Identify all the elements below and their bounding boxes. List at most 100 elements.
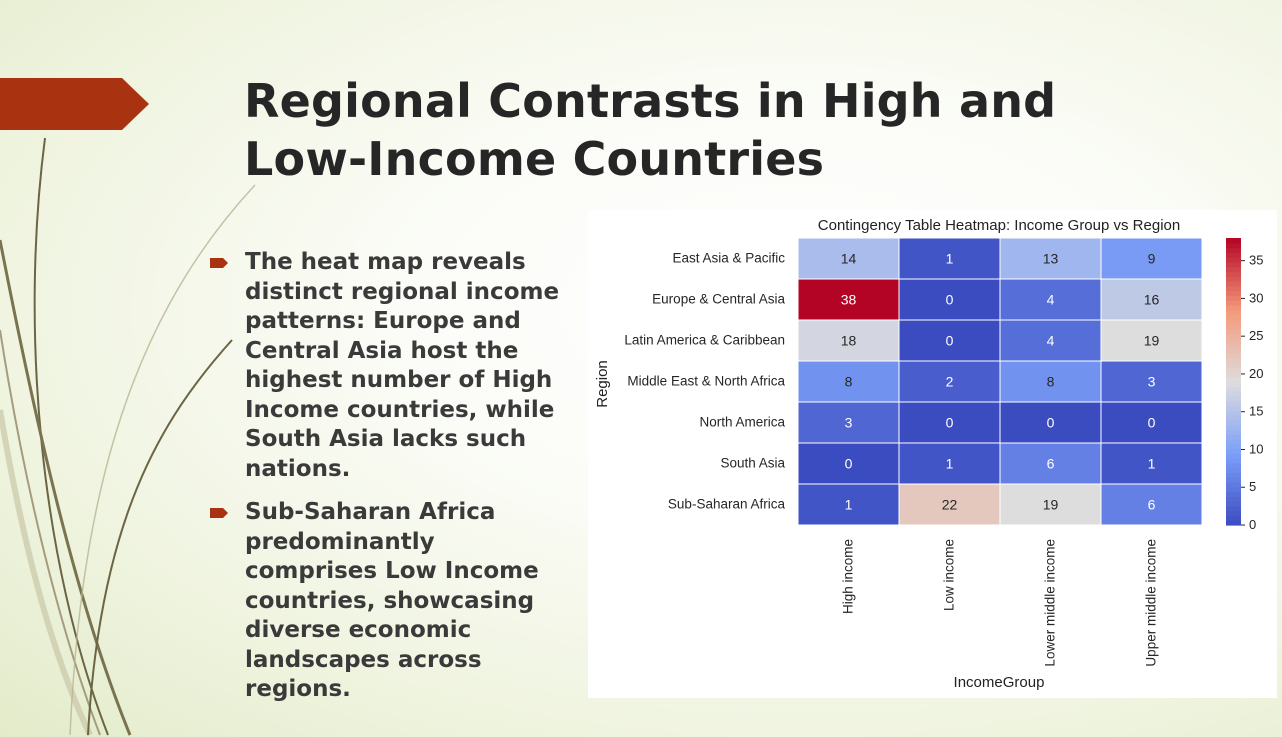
y-tick-label: South Asia	[720, 456, 785, 471]
cell-value-label: 0	[1047, 415, 1055, 431]
colorbar-segment	[1226, 491, 1241, 497]
colorbar-tick-label: 30	[1249, 290, 1263, 305]
colorbar-segment	[1226, 520, 1241, 526]
y-tick-label: Sub-Saharan Africa	[668, 497, 786, 512]
colorbar-segment	[1226, 242, 1241, 249]
colorbar-segment	[1226, 333, 1241, 340]
cell-value-label: 16	[1144, 292, 1160, 308]
colorbar-segment	[1226, 429, 1241, 435]
heatmap-cell	[999, 483, 1102, 526]
cell-value-label: 1	[946, 456, 954, 472]
colorbar-segment	[1226, 295, 1241, 301]
colorbar-tick-label: 20	[1249, 366, 1263, 381]
colorbar-segment	[1226, 352, 1241, 359]
colorbar-segment	[1226, 438, 1241, 445]
heatmap-cell	[999, 237, 1102, 280]
colorbar-segment	[1226, 328, 1241, 335]
colorbar-segment	[1226, 324, 1241, 330]
cell-value-label: 2	[946, 374, 954, 390]
x-tick-label: High income	[841, 539, 856, 614]
colorbar-tick-label: 5	[1249, 479, 1256, 494]
x-tick-label: Upper middle income	[1144, 539, 1159, 667]
y-axis-label: Region	[594, 360, 611, 408]
slide-title: Regional Contrasts in High and Low-Incom…	[244, 74, 1057, 186]
colorbar-segment	[1226, 285, 1241, 292]
x-tick-label: Low income	[942, 539, 957, 611]
cell-value-label: 0	[946, 333, 954, 349]
bullet-item: Sub-Saharan Africa predominantly compris…	[210, 498, 570, 705]
heatmap-cell	[1100, 237, 1203, 280]
colorbar-segment	[1226, 371, 1241, 378]
heatmap-cell	[1100, 442, 1203, 485]
heatmap-cell	[1100, 278, 1203, 321]
colorbar-segment	[1226, 290, 1241, 296]
colorbar-segment	[1226, 304, 1241, 311]
cell-value-label: 13	[1043, 251, 1059, 267]
cell-value-label: 14	[841, 251, 857, 267]
colorbar-segment	[1226, 410, 1241, 416]
heatmap-cell	[898, 319, 1001, 362]
colorbar-segment	[1226, 343, 1241, 349]
cell-value-label: 1	[946, 251, 954, 267]
heatmap-cell	[1100, 483, 1203, 526]
colorbar-segment	[1226, 453, 1241, 459]
cell-value-label: 18	[841, 333, 857, 349]
colorbar-segment	[1226, 391, 1241, 397]
cell-value-label: 3	[1148, 374, 1156, 390]
cell-value-label: 19	[1043, 497, 1059, 513]
colorbar-segment	[1226, 510, 1241, 517]
colorbar-segment	[1226, 266, 1241, 273]
colorbar-segment	[1226, 458, 1241, 464]
colorbar-segment	[1226, 261, 1241, 268]
colorbar-segment	[1226, 443, 1241, 450]
colorbar-segment	[1226, 414, 1241, 421]
colorbar-tick-label: 10	[1249, 441, 1263, 456]
arrow-bullet-icon	[210, 508, 228, 518]
cell-value-label: 0	[845, 456, 853, 472]
colorbar-segment	[1226, 395, 1241, 402]
bullet-text: Sub-Saharan Africa predominantly compris…	[245, 499, 539, 702]
colorbar-tick-label: 15	[1249, 404, 1263, 419]
cell-value-label: 9	[1148, 251, 1156, 267]
cell-value-label: 0	[1148, 415, 1156, 431]
cell-value-label: 4	[1047, 333, 1055, 349]
colorbar-segment	[1226, 386, 1241, 392]
colorbar-segment	[1226, 505, 1241, 512]
cell-value-label: 19	[1144, 333, 1160, 349]
colorbar-tick-label: 35	[1249, 253, 1263, 268]
heatmap-cell	[999, 401, 1102, 444]
colorbar-segment	[1226, 271, 1241, 277]
colorbar-segment	[1226, 486, 1241, 493]
title-accent-arrow	[0, 78, 149, 130]
heatmap-cell	[797, 401, 900, 444]
x-tick-label: Lower middle income	[1043, 539, 1058, 667]
cell-value-label: 3	[845, 415, 853, 431]
colorbar-segment	[1226, 434, 1241, 440]
bullet-item: The heat map reveals distinct regional i…	[210, 248, 570, 484]
colorbar: 0 5 10 15 20 25 30 35	[1226, 238, 1263, 532]
cell-value-label: 1	[845, 497, 853, 513]
cell-value-label: 0	[946, 415, 954, 431]
colorbar-tick-label: 0	[1249, 517, 1256, 532]
cell-value-label: 0	[946, 292, 954, 308]
colorbar-segment	[1226, 462, 1241, 469]
colorbar-segment	[1226, 300, 1241, 306]
colorbar-segment	[1226, 319, 1241, 325]
arrow-bullet-icon	[210, 258, 228, 268]
colorbar-segment	[1226, 419, 1241, 426]
heatmap-cell	[1100, 319, 1203, 362]
heatmap-svg: Contingency Table Heatmap: Income Group …	[594, 217, 1263, 691]
colorbar-segment	[1226, 348, 1241, 354]
heatmap-cell	[999, 319, 1102, 362]
colorbar-segment	[1226, 314, 1241, 320]
cell-value-label: 8	[845, 374, 853, 390]
cell-value-label: 6	[1047, 456, 1055, 472]
bullet-list: The heat map reveals distinct regional i…	[210, 248, 570, 719]
colorbar-segment	[1226, 247, 1241, 253]
colorbar-segment	[1226, 367, 1241, 373]
heatmap-chart: Contingency Table Heatmap: Income Group …	[588, 210, 1277, 698]
y-tick-label: Middle East & North Africa	[627, 374, 785, 389]
heatmap-cell	[1100, 401, 1203, 444]
cell-value-label: 38	[841, 292, 857, 308]
colorbar-segment	[1226, 467, 1241, 473]
